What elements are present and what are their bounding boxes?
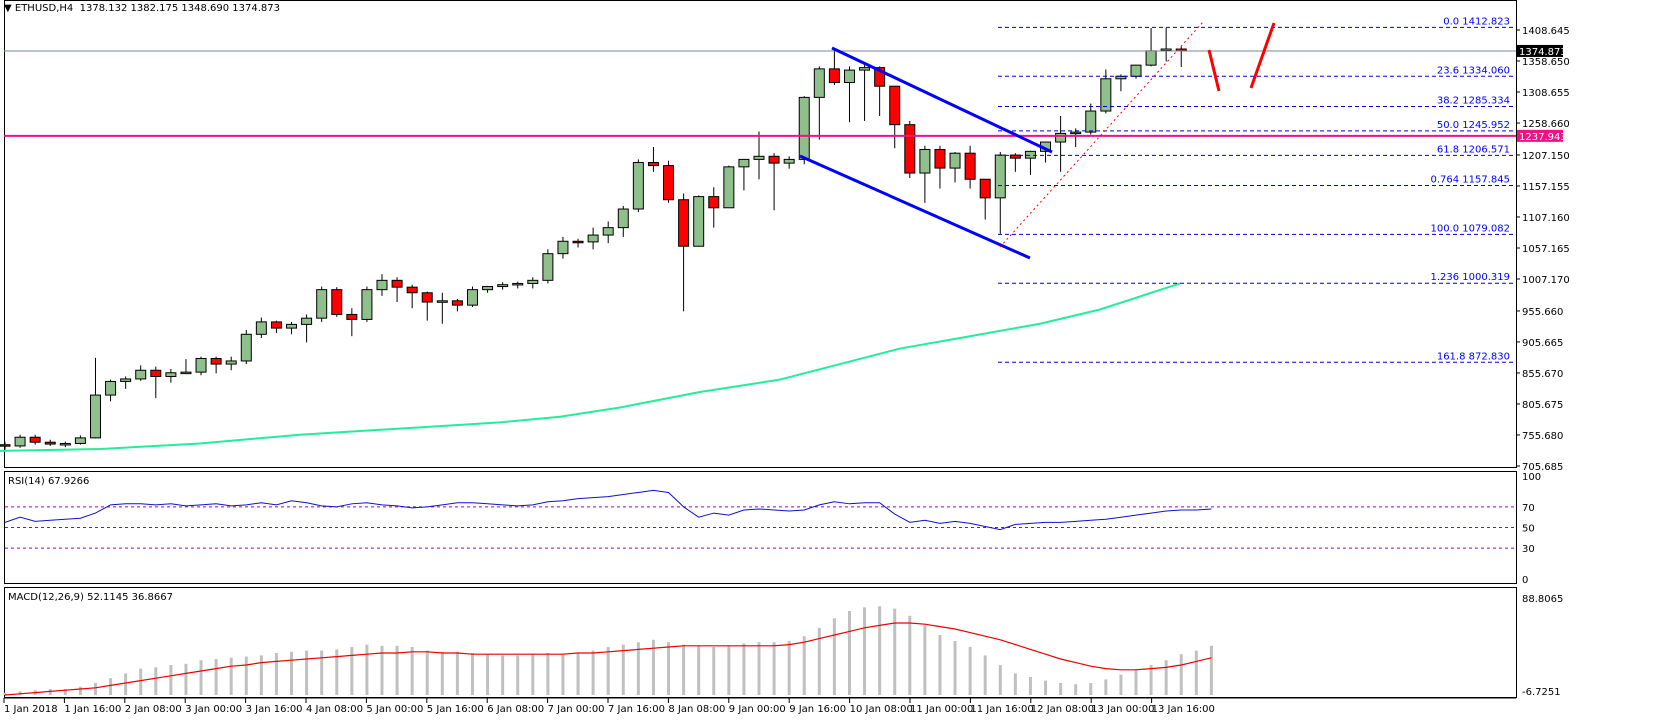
- chart-header: ▼ ETHUSD,H4 1378.132 1382.175 1348.690 1…: [4, 3, 280, 14]
- time-tick: 10 Jan 08:00: [850, 704, 913, 715]
- rsi-tick: 0: [1522, 575, 1528, 586]
- rsi-indicator: 100 70 50 30 0: [4, 472, 1541, 586]
- current-price-tag: 1374.873: [1519, 47, 1567, 58]
- time-tick: 9 Jan 00:00: [729, 704, 786, 715]
- price-tick: 755.680: [1522, 431, 1563, 442]
- main-pane[interactable]: [4, 0, 1517, 468]
- time-tick: 13 Jan 16:00: [1152, 704, 1215, 715]
- time-tick: 3 Jan 00:00: [185, 704, 242, 715]
- time-tick: 9 Jan 16:00: [789, 704, 846, 715]
- price-tick: 1107.160: [1522, 213, 1570, 224]
- price-tick: 1207.150: [1522, 151, 1570, 162]
- time-axis: 1 Jan 2018 1 Jan 16:00 2 Jan 08:00 3 Jan 00…: [3, 697, 1516, 715]
- time-tick: 3 Jan 16:00: [246, 704, 303, 715]
- fib-level-label: 100.0 1079.082: [1430, 223, 1510, 234]
- price-tick: 905.665: [1522, 338, 1563, 349]
- price-axis: 1408.645 1358.650 1308.655 1258.660 1207.150…: [1516, 26, 1570, 473]
- fib-level-label: 50.0 1245.952: [1437, 120, 1510, 131]
- fib-level-label: 38.2 1285.334: [1437, 95, 1510, 106]
- fib-level-label: 161.8 872.830: [1437, 351, 1510, 362]
- projection-down-arrow: [1207, 49, 1221, 92]
- channel-upper-line[interactable]: [831, 46, 1053, 154]
- price-tick: 1308.655: [1522, 88, 1570, 99]
- triangle-down-icon[interactable]: ▼: [4, 3, 15, 14]
- drawings: 0.0 1412.823 23.6 1334.060 38.2 1285.334 50…: [4, 16, 1567, 363]
- time-tick: 11 Jan 16:00: [970, 704, 1033, 715]
- fib-level-label: 23.6 1334.060: [1437, 65, 1510, 76]
- rsi-tick: 70: [1522, 503, 1535, 514]
- rsi-tick: 30: [1522, 544, 1535, 555]
- candlesticks: [0, 27, 1187, 450]
- macd-indicator: 88.8065 -6.7251: [3, 594, 1563, 698]
- price-tick: 955.660: [1522, 307, 1563, 318]
- time-tick: 7 Jan 16:00: [608, 704, 665, 715]
- price-tick: 1157.155: [1522, 182, 1570, 193]
- channel-lower-line[interactable]: [799, 154, 1031, 260]
- macd-label: MACD(12,26,9) 52.1145 36.8667: [8, 592, 173, 603]
- price-tick: 1258.660: [1522, 119, 1570, 130]
- projection-up-arrow: [1249, 22, 1276, 89]
- macd-tick: 88.8065: [1522, 594, 1563, 605]
- time-tick: 4 Jan 08:00: [306, 704, 363, 715]
- time-tick: 1 Jan 2018: [4, 704, 58, 715]
- resistance-price-tag: 1237.943: [1519, 132, 1567, 143]
- fib-swing-line[interactable]: [999, 21, 1204, 248]
- fib-level-label: 61.8 1206.571: [1437, 144, 1510, 155]
- time-tick: 5 Jan 00:00: [366, 704, 423, 715]
- time-tick: 7 Jan 00:00: [548, 704, 605, 715]
- price-tick: 705.685: [1522, 462, 1563, 473]
- time-tick: 13 Jan 00:00: [1091, 704, 1154, 715]
- rsi-pane[interactable]: [4, 471, 1517, 584]
- moving-average-line: [0, 282, 1181, 452]
- price-tick: 805.675: [1522, 400, 1563, 411]
- time-tick: 1 Jan 16:00: [64, 704, 121, 715]
- time-tick: 5 Jan 16:00: [427, 704, 484, 715]
- fib-level-label: 0.0 1412.823: [1443, 16, 1510, 27]
- ohlc-values: 1378.132 1382.175 1348.690 1374.873: [79, 3, 281, 14]
- fib-level-label: 0.764 1157.845: [1430, 175, 1510, 186]
- price-tick: 1358.650: [1522, 57, 1570, 68]
- time-tick: 12 Jan 08:00: [1031, 704, 1094, 715]
- time-tick: 2 Jan 08:00: [125, 704, 182, 715]
- time-tick: 8 Jan 08:00: [668, 704, 725, 715]
- price-tick: 1007.170: [1522, 275, 1570, 286]
- price-tick: 1408.645: [1522, 26, 1570, 37]
- rsi-label: RSI(14) 67.9266: [8, 476, 89, 487]
- rsi-tick: 100: [1522, 472, 1541, 483]
- rsi-tick: 50: [1522, 524, 1535, 535]
- fib-level-label: 1.236 1000.319: [1430, 272, 1510, 283]
- price-tick: 1057.165: [1522, 244, 1570, 255]
- time-tick: 11 Jan 00:00: [910, 704, 973, 715]
- symbol-timeframe: ETHUSD,H4: [14, 3, 74, 14]
- time-tick: 6 Jan 08:00: [487, 704, 544, 715]
- macd-tick: -6.7251: [1522, 687, 1561, 698]
- price-tick: 855.670: [1522, 369, 1563, 380]
